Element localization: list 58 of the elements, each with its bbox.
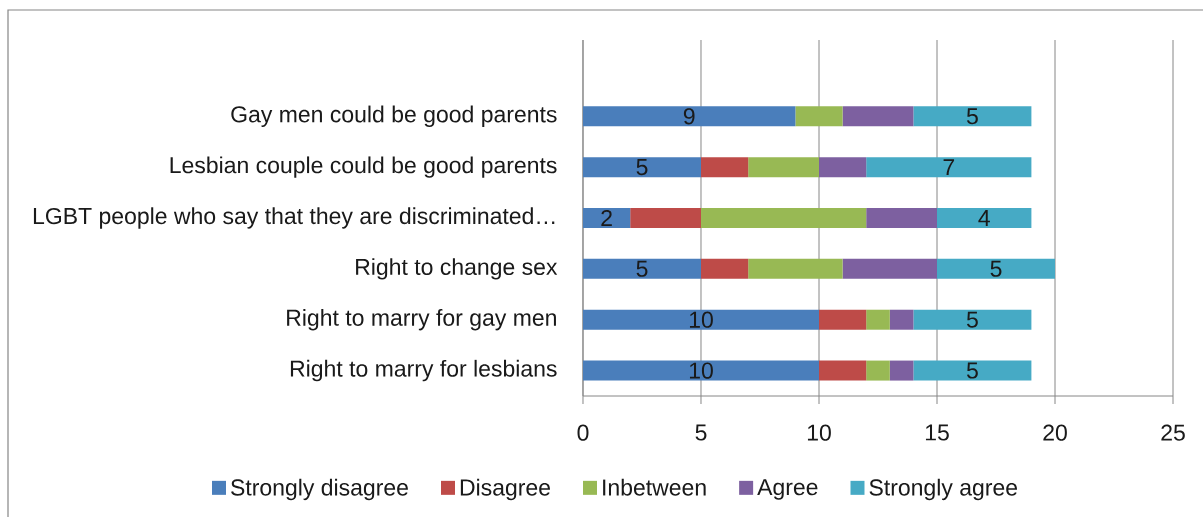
- bar: [913, 360, 1032, 381]
- bar: [583, 258, 701, 279]
- data-label: 5: [966, 311, 978, 328]
- bar: [583, 360, 819, 381]
- data-label: 2: [601, 209, 612, 227]
- x-tick-label: 25: [1161, 424, 1185, 441]
- bar: [583, 157, 701, 178]
- legend-label: Disagree: [460, 478, 550, 501]
- x-tick-label: 10: [807, 424, 831, 441]
- x-tick-label: 5: [695, 424, 707, 441]
- bar: [583, 208, 631, 228]
- data-label: 5: [966, 108, 978, 125]
- data-label: 5: [636, 159, 648, 176]
- bar: [795, 106, 843, 127]
- y-tick-label: Right to marry for lesbians: [290, 359, 557, 382]
- x-tick-label: 0: [577, 424, 589, 441]
- bar: [583, 309, 819, 330]
- bar: [748, 157, 819, 178]
- bar: [583, 106, 796, 127]
- data-label: 10: [689, 311, 713, 328]
- legend-label: Strongly agree: [869, 478, 1018, 501]
- y-tick-label: LGBT people who say that they are discriminated…: [33, 207, 555, 229]
- x-tick-label: 20: [1043, 424, 1067, 441]
- data-label: 5: [990, 260, 1002, 277]
- bar: [889, 360, 914, 381]
- data-label: 10: [689, 362, 713, 379]
- bar: [842, 106, 914, 127]
- data-label: 9: [683, 108, 695, 125]
- y-tick-label: Right to marry for gay men: [287, 308, 556, 331]
- y-tick-label: Right to change sex: [356, 258, 558, 280]
- bar: [701, 208, 867, 228]
- data-label: 5: [966, 362, 978, 379]
- bar: [913, 309, 1032, 330]
- legend-label: Agree: [757, 479, 818, 500]
- bar: [937, 258, 1055, 279]
- bar: [866, 208, 937, 228]
- bar: [842, 258, 937, 279]
- data-label: 5: [636, 260, 648, 277]
- bar: [889, 309, 914, 330]
- bar: [701, 157, 749, 178]
- bar: [748, 258, 843, 279]
- bar: [913, 106, 1032, 127]
- bar: [819, 360, 867, 381]
- bar: [866, 360, 890, 381]
- bar: [819, 309, 867, 330]
- legend-label: Inbetween: [603, 478, 706, 496]
- y-tick-label: Gay men could be good parents: [231, 105, 557, 127]
- legend-label: Strongly disagree: [231, 478, 408, 501]
- bar: [630, 208, 701, 228]
- bar: [866, 309, 890, 330]
- bar: [819, 157, 867, 178]
- bar: [701, 258, 749, 279]
- x-tick-label: 15: [925, 424, 949, 441]
- y-tick-label: Lesbian couple could be good parents: [170, 156, 557, 178]
- bar: [866, 157, 1032, 178]
- data-label: 7: [943, 159, 955, 176]
- data-label: 4: [978, 210, 990, 226]
- bar: [937, 208, 1032, 228]
